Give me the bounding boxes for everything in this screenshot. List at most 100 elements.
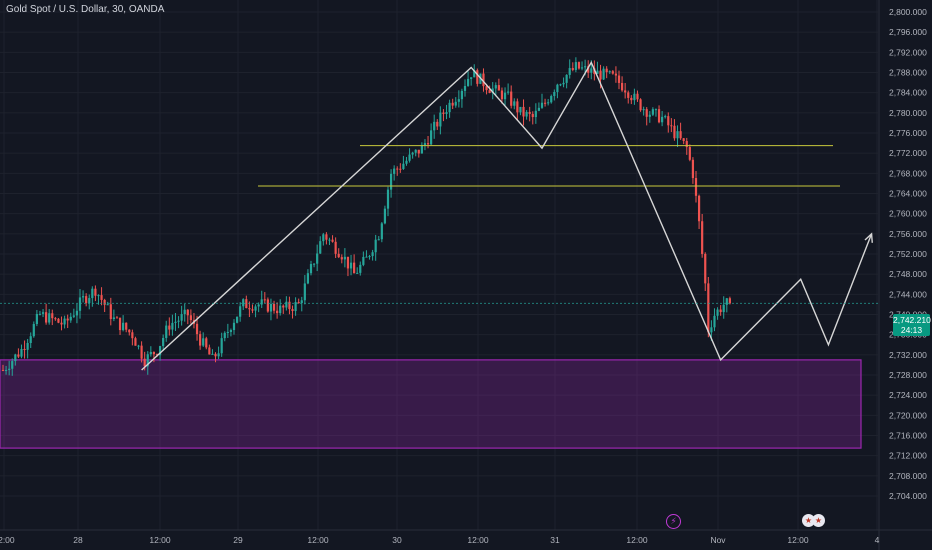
- candle-body: [636, 93, 639, 100]
- candle-body: [41, 312, 45, 314]
- candle-body: [466, 78, 470, 86]
- candle-body: [189, 315, 192, 321]
- candle-body: [199, 334, 202, 346]
- candle-body: [543, 102, 547, 104]
- candle-body: [565, 74, 568, 83]
- candle-body: [269, 304, 273, 312]
- y-tick-label: 2,776.000: [889, 128, 927, 138]
- y-tick-label: 2,756.000: [889, 229, 927, 239]
- candle-body: [411, 152, 414, 155]
- time-axis[interactable]: 12:00 28 12:00 29 12:00 30 12:00 31 12:00 Nov 12:0…: [0, 535, 880, 545]
- candle-body: [630, 97, 633, 101]
- candle-body: [503, 92, 507, 100]
- candle-body: [155, 354, 159, 356]
- candle-body: [78, 297, 82, 311]
- candle-body: [408, 154, 411, 161]
- candle-body: [288, 301, 291, 310]
- candle-body: [35, 314, 38, 325]
- candle-body: [620, 82, 624, 91]
- candle-body: [531, 113, 534, 118]
- x-tick-label: 12:00: [787, 535, 809, 545]
- y-tick-label: 2,796.000: [889, 27, 927, 37]
- candle-body: [239, 306, 242, 317]
- candle-body: [279, 305, 282, 314]
- candle-body: [217, 353, 220, 357]
- candle-body: [704, 253, 707, 284]
- candle-body: [235, 316, 239, 323]
- candle-body: [439, 112, 442, 127]
- y-tick-label: 2,744.000: [889, 289, 927, 299]
- last-price-tag: 2,742.210 24:13: [893, 314, 931, 336]
- candle-body: [488, 90, 491, 93]
- candle-body: [128, 329, 131, 333]
- us-flag-icon[interactable]: ★: [802, 514, 815, 527]
- candle-body: [454, 101, 457, 106]
- candle-body: [51, 313, 54, 319]
- y-tick-label: 2,728.000: [889, 370, 927, 380]
- candle-body: [8, 368, 11, 370]
- candle-body: [162, 337, 165, 347]
- candle-body: [611, 71, 614, 74]
- candle-body: [710, 327, 713, 333]
- resistance-levels: [258, 145, 840, 187]
- candle-body: [648, 114, 651, 117]
- x-tick-label: 12:00: [307, 535, 329, 545]
- candle-body: [186, 309, 189, 316]
- candle-body: [442, 112, 445, 114]
- candle-body: [75, 310, 79, 316]
- candle-body: [356, 272, 359, 274]
- candle-body: [574, 62, 577, 70]
- candle-body: [81, 296, 85, 298]
- candle-body: [29, 336, 32, 343]
- candle-body: [430, 130, 433, 145]
- candle-body: [122, 322, 125, 331]
- candle-body: [599, 70, 602, 80]
- candle-body: [171, 322, 174, 330]
- y-tick-label: 2,760.000: [889, 209, 927, 219]
- candle-body: [168, 325, 171, 330]
- candle-body: [17, 354, 20, 357]
- candle-body: [103, 299, 106, 305]
- candle-body: [220, 338, 223, 354]
- candle-body: [149, 351, 152, 355]
- candle-body: [719, 309, 722, 313]
- bar-countdown: 24:13: [900, 325, 923, 335]
- candle-body: [349, 262, 353, 269]
- candle-body: [362, 256, 365, 265]
- candle-body: [587, 66, 590, 73]
- candle-body: [177, 320, 180, 322]
- candle-body: [633, 93, 636, 101]
- candle-body: [328, 239, 331, 241]
- candle-body: [45, 312, 48, 323]
- candle-body: [346, 256, 350, 269]
- candle-body: [100, 295, 103, 300]
- y-tick-label: 2,784.000: [889, 88, 927, 98]
- x-tick-label: 29: [233, 535, 243, 545]
- candle-body: [14, 354, 17, 362]
- candle-body: [725, 298, 728, 305]
- us-flag-icon[interactable]: ★: [812, 514, 825, 527]
- candle-body: [254, 306, 257, 311]
- candle-body: [389, 173, 393, 190]
- candle-body: [266, 299, 269, 312]
- candle-body: [106, 304, 109, 306]
- candle-body: [584, 66, 587, 68]
- projection-path[interactable]: [141, 60, 873, 371]
- candle-body: [368, 256, 371, 258]
- lightning-icon[interactable]: ⚡: [666, 514, 681, 529]
- candle-body: [331, 239, 334, 242]
- candle-body: [1, 369, 5, 371]
- last-price-value: 2,742.210: [893, 315, 931, 325]
- candle-body: [664, 116, 667, 118]
- candle-body: [85, 296, 88, 304]
- candle-body: [54, 318, 57, 320]
- candle-body: [420, 145, 423, 154]
- support-zone-rect[interactable]: [0, 359, 862, 449]
- candle-body: [571, 68, 574, 70]
- candle-body: [550, 96, 553, 103]
- candle-body: [654, 109, 658, 111]
- candle-body: [497, 85, 500, 91]
- candle-body: [180, 314, 183, 321]
- candle-body: [248, 308, 251, 310]
